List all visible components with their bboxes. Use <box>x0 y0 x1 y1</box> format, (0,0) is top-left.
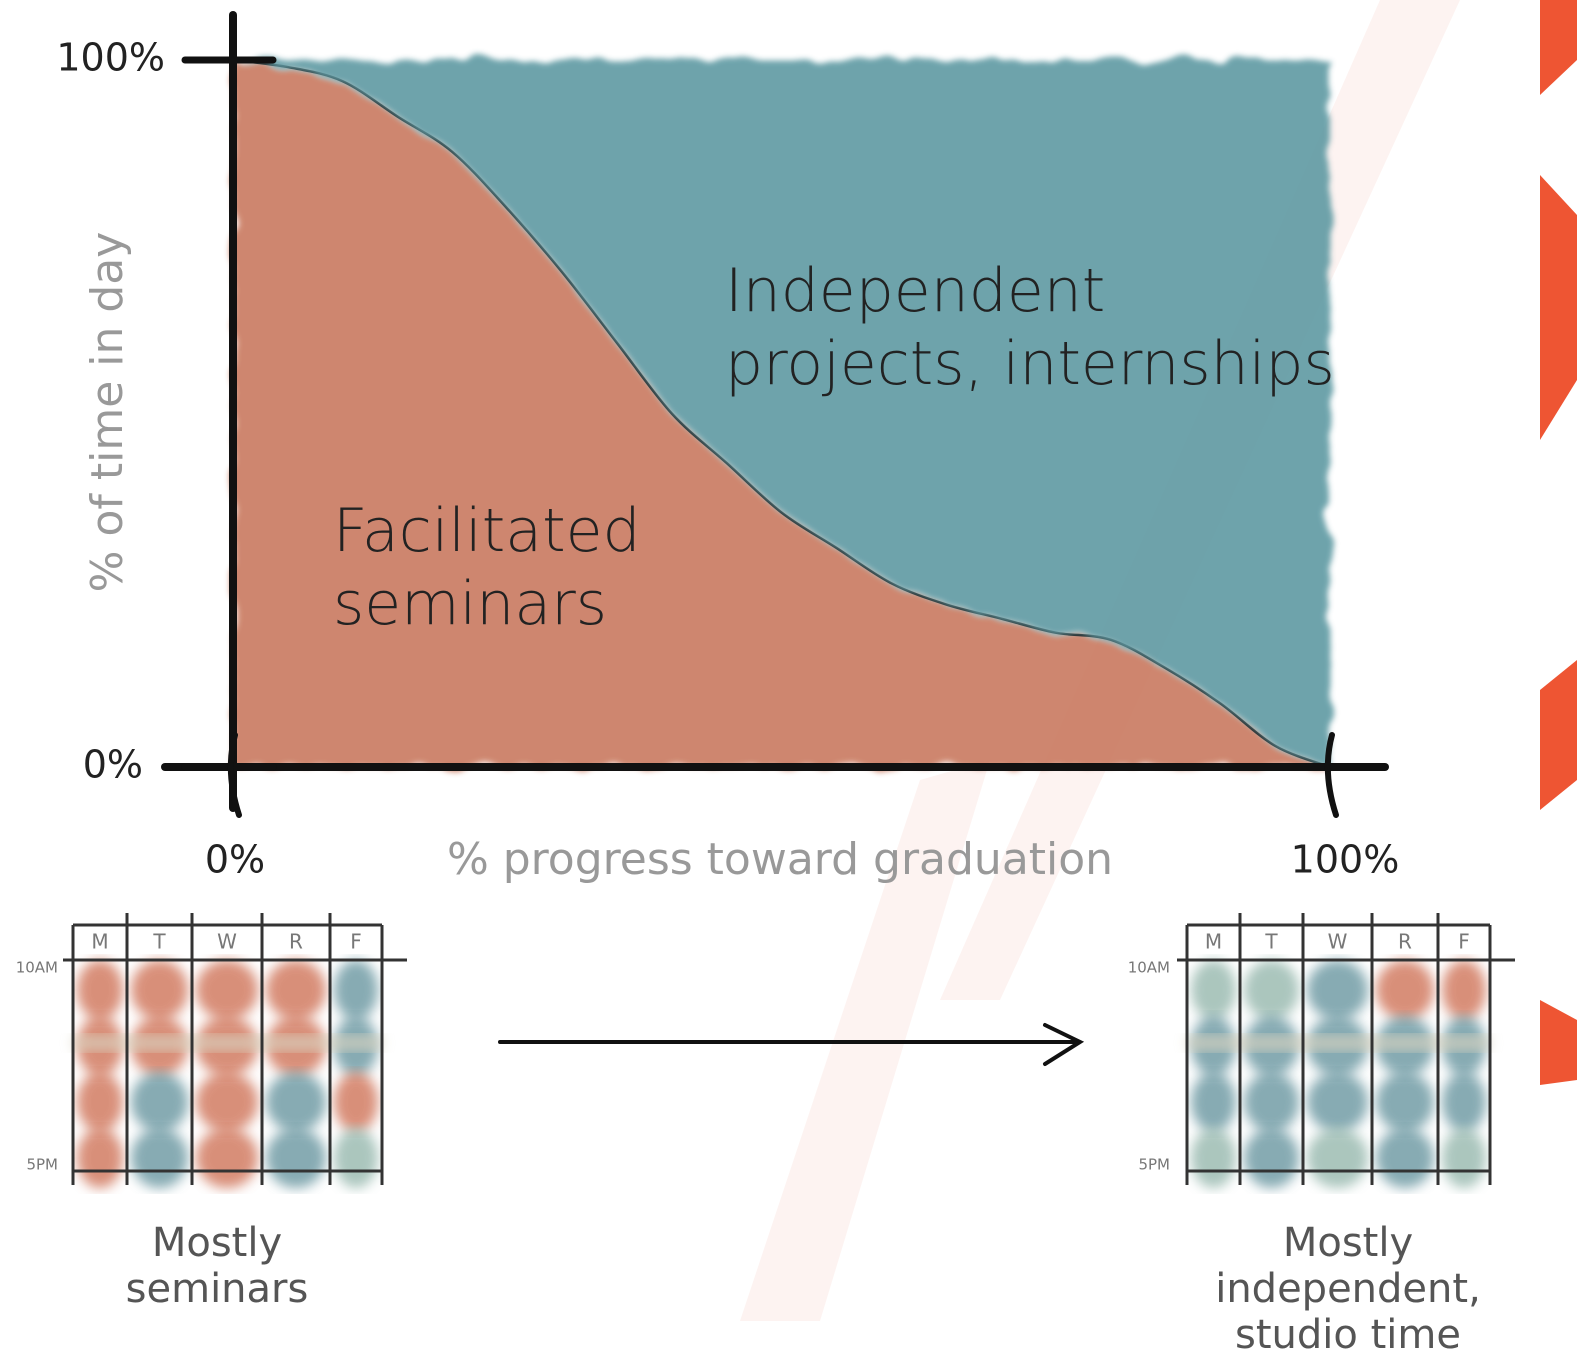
day-label: F <box>350 930 362 954</box>
time-label: 5PM <box>26 1156 58 1174</box>
lunch-band <box>73 1035 382 1051</box>
chart: % of time in day % progress toward gradu… <box>0 0 1577 1321</box>
schedule-caption: Mostly independent, studio time <box>1215 1220 1481 1358</box>
schedule-blob <box>1191 960 1236 1020</box>
schedule-blob <box>196 1128 258 1188</box>
schedule-blob <box>131 1128 188 1188</box>
day-label: M <box>91 930 108 954</box>
day-label: W <box>1328 930 1348 954</box>
schedule-blob <box>131 1072 188 1132</box>
schedule-blob <box>1307 1072 1368 1132</box>
schedule-blob <box>1307 960 1368 1020</box>
schedule-blob <box>266 960 326 1020</box>
schedule-blob <box>196 1072 258 1132</box>
schedule-blob <box>77 1072 123 1132</box>
schedule-blob <box>1376 960 1434 1020</box>
schedule-blob <box>334 960 378 1020</box>
schedule-blob <box>334 1072 378 1132</box>
schedule-blob <box>77 1128 123 1188</box>
day-label: F <box>1458 930 1470 954</box>
schedule: M T W R F 10AM 5PM <box>16 913 407 1188</box>
schedule-blob <box>266 1128 326 1188</box>
series-label: Independent projects, internships <box>725 255 1335 401</box>
schedule-blob <box>196 960 258 1020</box>
schedule-blob <box>131 960 188 1020</box>
schedule-blob <box>1376 1128 1434 1188</box>
time-label: 5PM <box>1138 1156 1170 1174</box>
schedule-blob <box>1191 1072 1236 1132</box>
day-label: R <box>1398 930 1412 954</box>
day-label: M <box>1205 930 1222 954</box>
arrow <box>500 1025 1080 1064</box>
schedule-blob <box>1376 1072 1434 1132</box>
day-label: R <box>289 930 303 954</box>
schedule-blob <box>1307 1128 1368 1188</box>
x-tick-label: 0% <box>205 838 265 882</box>
schedule-blob <box>1442 960 1486 1020</box>
schedule-blob <box>1244 1072 1299 1132</box>
schedule-blob <box>1442 1072 1486 1132</box>
series-label: Facilitated seminars <box>333 495 641 641</box>
y-tick-label: 100% <box>56 36 165 80</box>
x-axis-title: % progress toward graduation <box>447 834 1113 885</box>
time-label: 10AM <box>1128 959 1170 977</box>
schedule-blob <box>1191 1128 1236 1188</box>
schedule-caption: Mostly seminars <box>126 1220 309 1312</box>
schedule-blob <box>1442 1128 1486 1188</box>
schedule-blob <box>1244 960 1299 1020</box>
schedule: M T W R F 10AM 5PM <box>1128 913 1515 1188</box>
x-tick-label: 100% <box>1291 838 1400 882</box>
y-tick-label: 0% <box>83 743 143 787</box>
schedule-blob <box>1244 1128 1299 1188</box>
day-label: W <box>217 930 237 954</box>
time-label: 10AM <box>16 959 58 977</box>
day-label: T <box>1264 930 1278 954</box>
day-label: T <box>152 930 166 954</box>
schedule-blob <box>77 960 123 1020</box>
schedule-blob <box>334 1128 378 1188</box>
schedule-blob <box>266 1072 326 1132</box>
lunch-band <box>1187 1035 1490 1051</box>
x-tick <box>1328 735 1336 815</box>
page: % of time in day % progress toward gradu… <box>0 0 1577 1321</box>
y-axis-title: % of time in day <box>82 232 133 593</box>
